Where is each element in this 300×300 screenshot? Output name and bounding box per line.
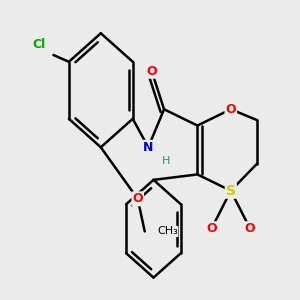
Text: CH₃: CH₃ xyxy=(157,226,178,236)
Text: O: O xyxy=(146,65,157,78)
Text: N: N xyxy=(143,141,153,154)
Text: O: O xyxy=(132,192,143,206)
Text: O: O xyxy=(245,222,255,235)
Text: O: O xyxy=(206,222,217,235)
Text: O: O xyxy=(226,103,236,116)
Text: Cl: Cl xyxy=(33,38,46,51)
Text: S: S xyxy=(226,184,236,198)
Text: H: H xyxy=(162,156,170,166)
